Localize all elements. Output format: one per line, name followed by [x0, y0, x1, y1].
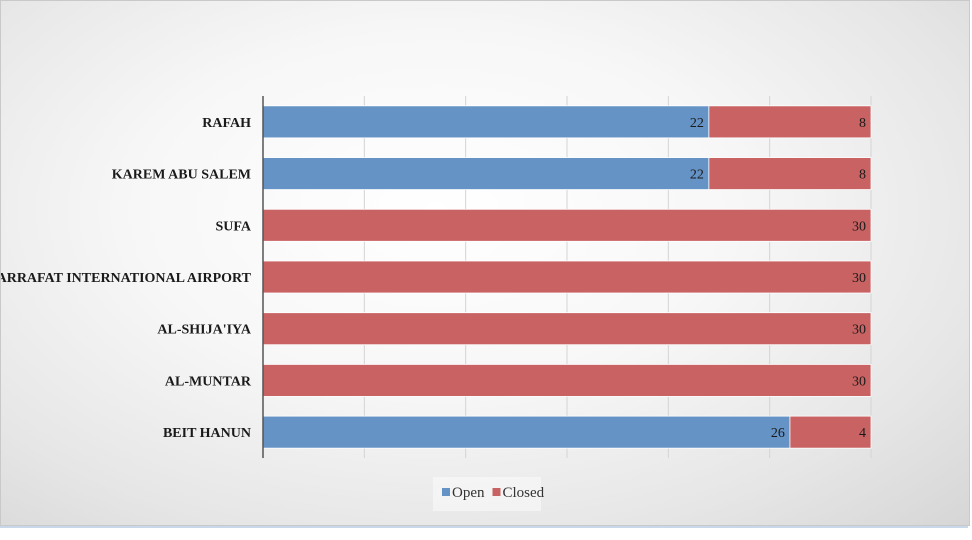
data-label: 30	[852, 323, 866, 338]
data-label: 8	[859, 168, 866, 183]
data-label: 22	[690, 168, 704, 183]
bar-open	[262, 415, 791, 449]
category-label: BEIT HANUN	[163, 426, 251, 441]
category-label: RAFAH	[202, 116, 251, 131]
legend-swatch-closed	[492, 488, 501, 496]
data-label: 30	[852, 374, 866, 389]
bar-closed	[262, 260, 872, 294]
data-label: 30	[852, 271, 866, 286]
bar-closed	[262, 312, 872, 346]
bar-closed	[789, 415, 872, 449]
legend-swatch-open	[442, 488, 450, 496]
bottom-divider	[0, 526, 968, 528]
category-label: YASSER ARRAFAT INTERNATIONAL AIRPORT	[1, 271, 252, 286]
data-label: 8	[859, 116, 866, 131]
data-label: 30	[852, 219, 866, 234]
legend-label-closed: Closed	[503, 485, 545, 501]
data-label: 26	[771, 426, 785, 441]
data-label: 22	[690, 116, 704, 131]
bar-closed	[708, 105, 872, 139]
legend-box	[433, 477, 541, 511]
bar-open	[262, 157, 710, 190]
chart-frame: 22 8 RAFAH 22 8 KAREM ABU SALEM 30 SUFA 30 YASSER…	[0, 0, 970, 526]
category-label: SUFA	[215, 219, 251, 234]
category-label: AL-MUNTAR	[165, 374, 252, 389]
stacked-bar-chart: 22 8 RAFAH 22 8 KAREM ABU SALEM 30 SUFA 30 YASSER…	[1, 96, 872, 511]
legend-label-open: Open	[452, 485, 485, 501]
data-label: 4	[859, 426, 866, 441]
bar-closed	[262, 364, 872, 397]
bar-open	[262, 105, 710, 139]
bar-closed	[262, 208, 872, 242]
category-label: KAREM ABU SALEM	[112, 168, 251, 183]
bar-closed	[708, 157, 872, 190]
category-label: AL-SHIJA'IYA	[157, 323, 252, 338]
